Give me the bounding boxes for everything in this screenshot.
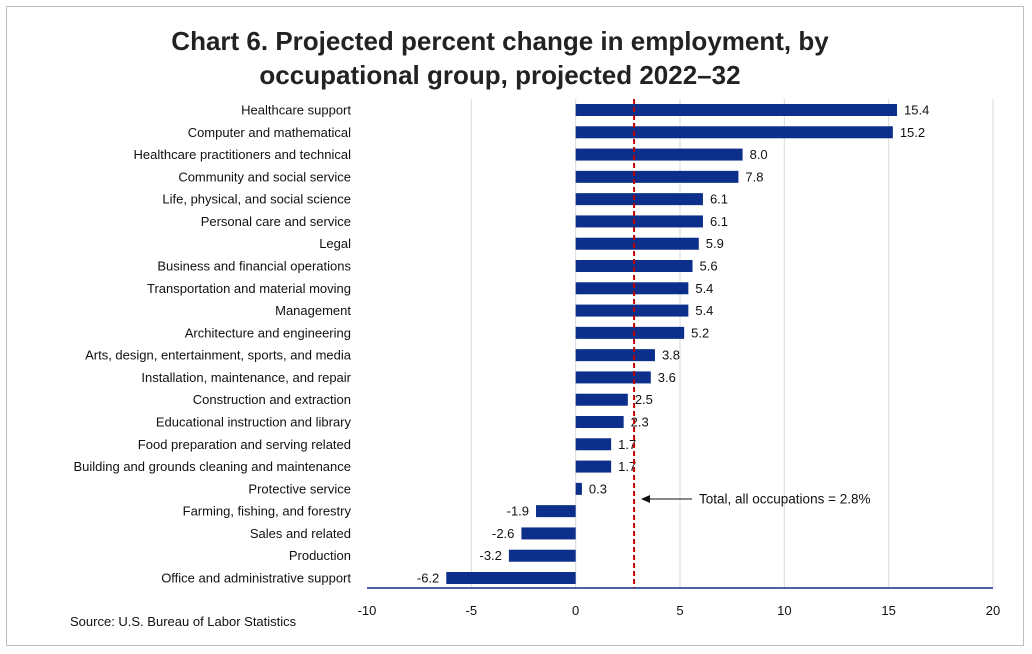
category-label: Transportation and material moving xyxy=(147,281,351,296)
data-label: 5.4 xyxy=(695,281,713,296)
bar xyxy=(575,193,703,206)
category-label: Community and social service xyxy=(178,169,351,184)
bar xyxy=(575,237,699,250)
data-label: 5.4 xyxy=(695,303,713,318)
bar xyxy=(575,460,612,473)
x-tick-label: -5 xyxy=(466,603,478,618)
chart-title-line-1: Chart 6. Projected percent change in emp… xyxy=(171,26,829,56)
category-label: Healthcare support xyxy=(241,103,351,118)
bar xyxy=(446,572,576,584)
data-label: 2.5 xyxy=(635,392,653,407)
category-label: Arts, design, entertainment, sports, and… xyxy=(85,348,352,363)
bar xyxy=(575,215,703,228)
category-label: Management xyxy=(275,303,351,318)
chart-frame xyxy=(6,6,1024,646)
bar xyxy=(575,349,655,362)
category-label: Computer and mathematical xyxy=(188,125,351,140)
data-label: 3.8 xyxy=(662,348,680,363)
bar xyxy=(521,527,576,540)
bar xyxy=(508,549,576,562)
chart-title-line-2: occupational group, projected 2022–32 xyxy=(259,60,741,90)
category-label: Life, physical, and social science xyxy=(162,192,351,207)
data-label: 6.1 xyxy=(710,214,728,229)
bar xyxy=(575,371,651,384)
category-label: Healthcare practitioners and technical xyxy=(133,147,351,162)
bar xyxy=(536,505,576,518)
data-label: -2.6 xyxy=(492,526,514,541)
bar xyxy=(575,304,689,317)
data-label: 1.7 xyxy=(618,437,636,452)
x-tick-label: 0 xyxy=(572,603,579,618)
category-label: Building and grounds cleaning and mainte… xyxy=(73,459,351,474)
category-label: Production xyxy=(289,548,351,563)
chart-title: Chart 6. Projected percent change in emp… xyxy=(0,24,1000,92)
data-label: 0.3 xyxy=(589,481,607,496)
bar xyxy=(575,282,689,295)
data-label: 5.6 xyxy=(700,259,718,274)
annotation-arrow-head xyxy=(641,495,650,503)
bar xyxy=(575,326,685,339)
bar xyxy=(575,148,743,161)
data-label: 15.4 xyxy=(904,103,929,118)
data-label: 3.6 xyxy=(658,370,676,385)
source-note: Source: U.S. Bureau of Labor Statistics xyxy=(70,614,297,629)
category-label: Educational instruction and library xyxy=(156,415,352,430)
category-label: Sales and related xyxy=(250,526,351,541)
category-label: Installation, maintenance, and repair xyxy=(141,370,351,385)
category-label: Farming, fishing, and forestry xyxy=(183,504,352,519)
data-label: 2.3 xyxy=(631,415,649,430)
x-tick-label: 20 xyxy=(986,603,1000,618)
data-label: -1.9 xyxy=(507,504,529,519)
category-label: Office and administrative support xyxy=(161,571,351,586)
category-label: Personal care and service xyxy=(201,214,351,229)
reference-line-label: Total, all occupations = 2.8% xyxy=(699,492,870,507)
data-label: -3.2 xyxy=(479,548,501,563)
data-label: 8.0 xyxy=(750,147,768,162)
bar xyxy=(575,393,628,406)
bar xyxy=(575,104,898,116)
x-tick-label: 10 xyxy=(777,603,791,618)
data-label: 5.2 xyxy=(691,325,709,340)
x-tick-label: 5 xyxy=(676,603,683,618)
bar xyxy=(575,482,582,495)
x-tick-label: -10 xyxy=(358,603,377,618)
bar xyxy=(575,438,612,451)
bar xyxy=(575,126,893,139)
category-label: Architecture and engineering xyxy=(185,325,351,340)
bar xyxy=(575,260,693,272)
bar xyxy=(575,416,624,428)
data-label: 1.7 xyxy=(618,459,636,474)
data-label: 5.9 xyxy=(706,236,724,251)
category-label: Food preparation and serving related xyxy=(138,437,351,452)
x-tick-label: 15 xyxy=(881,603,895,618)
data-label: 7.8 xyxy=(745,169,763,184)
data-label: 6.1 xyxy=(710,192,728,207)
bar xyxy=(575,170,739,183)
category-label: Business and financial operations xyxy=(157,259,351,274)
category-label: Legal xyxy=(319,236,351,251)
data-label: 15.2 xyxy=(900,125,925,140)
category-label: Protective service xyxy=(248,481,351,496)
data-label: -6.2 xyxy=(417,571,439,586)
category-label: Construction and extraction xyxy=(193,392,351,407)
